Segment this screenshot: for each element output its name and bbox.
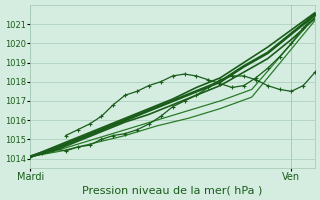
X-axis label: Pression niveau de la mer( hPa ): Pression niveau de la mer( hPa ): [83, 185, 263, 195]
